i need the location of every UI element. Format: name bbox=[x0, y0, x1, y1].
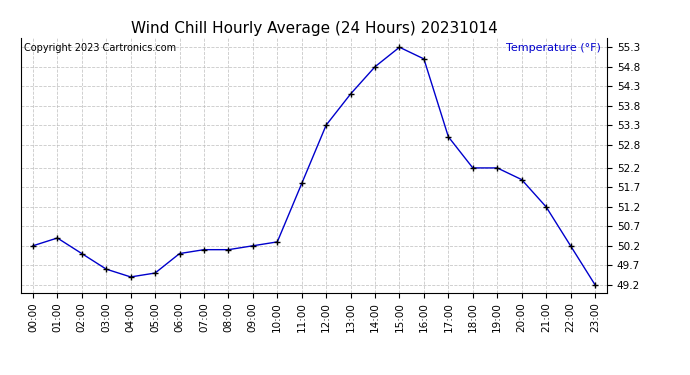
Title: Wind Chill Hourly Average (24 Hours) 20231014: Wind Chill Hourly Average (24 Hours) 202… bbox=[130, 21, 497, 36]
Text: Temperature (°F): Temperature (°F) bbox=[506, 43, 602, 52]
Text: Copyright 2023 Cartronics.com: Copyright 2023 Cartronics.com bbox=[23, 43, 176, 52]
